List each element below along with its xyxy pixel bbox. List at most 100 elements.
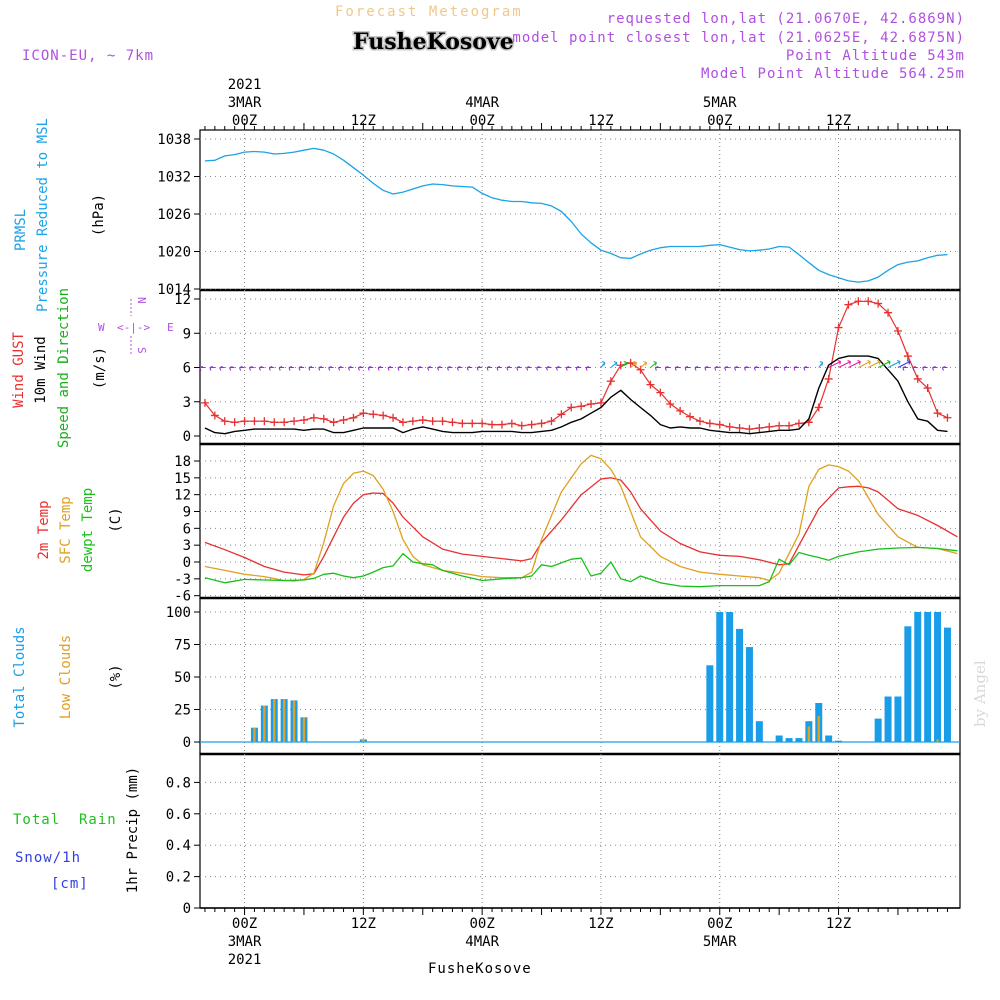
total-cloud-bar (884, 696, 892, 742)
compass-south: S (135, 347, 148, 354)
top-axis-label: 12Z (351, 113, 376, 129)
bottom-axis-label: 12Z (351, 916, 376, 932)
wind-gust-point (547, 417, 556, 426)
wind-gust-point (735, 424, 744, 433)
total-cloud-bar (775, 735, 783, 742)
wind-gust-point (299, 416, 308, 425)
wind-gust-point (725, 422, 734, 431)
wind-direction-arrow-icon (526, 365, 532, 371)
wind-gust-point (408, 417, 417, 426)
wind-gust-point (765, 422, 774, 431)
wind-gust-point (884, 308, 893, 317)
wind-direction-arrow-icon (476, 365, 483, 371)
wind-direction-arrow-icon (516, 365, 522, 371)
wind-gust-point (705, 419, 714, 428)
y-tick-label: 1038 (157, 132, 191, 148)
forecast-title: Forecast Meteogram (335, 4, 523, 20)
dewpt-label: dewpt Temp (80, 488, 96, 572)
bottom-axis-label: 12Z (588, 916, 613, 932)
wind-gust-point (606, 377, 615, 386)
wind-gust-point (715, 420, 724, 429)
wind-gust-point (329, 418, 338, 427)
location-title: FusheKosove (353, 29, 514, 55)
wind-gust-point (527, 420, 536, 429)
panel-frame-0 (199, 129, 961, 291)
wind-gust-point (230, 418, 239, 427)
wind-gust-point (240, 417, 249, 426)
y-tick-label: 50 (174, 670, 191, 686)
wind-direction-arrow-icon (417, 365, 423, 371)
y-tick-label: 0 (183, 555, 191, 571)
bottom-axis-label: 5MAR (703, 934, 737, 950)
y-tick-label: 9 (183, 505, 191, 521)
wind-gust-point (379, 411, 388, 420)
wind-gust-label: Wind GUST (11, 332, 27, 408)
wind-direction-arrow-icon (773, 365, 780, 371)
total-cloud-bar (894, 696, 902, 742)
total-cloud-bar (943, 627, 951, 742)
wind-direction-arrow-icon (496, 365, 502, 371)
wind-gust-point (339, 416, 348, 425)
total-cloud-bar (716, 612, 724, 742)
temp-unit: (C) (108, 507, 124, 532)
wind-direction-arrow-icon (887, 359, 901, 368)
wind-gust-point (537, 419, 546, 428)
wind-direction-arrow-icon (575, 365, 582, 371)
wind-gust-point (923, 384, 932, 393)
wind-gust-point (903, 352, 912, 361)
low-cloud-bar (282, 699, 286, 742)
wind-direction-arrow-icon (258, 365, 265, 371)
total-cloud-bar (736, 628, 744, 742)
wind-gust-point (458, 419, 467, 428)
y-tick-label: 100 (166, 605, 191, 621)
total-cloud-bar (755, 721, 763, 742)
wind-gust-point (686, 412, 695, 421)
snow-unit: [cm] (51, 876, 89, 892)
wind-direction-arrow-icon (308, 365, 314, 371)
watermark: by Angel (971, 660, 989, 727)
wind-gust-point (814, 403, 823, 412)
wind-direction-arrow-icon (377, 365, 384, 371)
wind-gust-point (834, 323, 843, 332)
wind-direction-arrow-icon (897, 359, 911, 368)
snow-label: Snow/1h (15, 850, 81, 866)
y-tick-label: 9 (183, 326, 191, 342)
wind-direction-arrow-icon (763, 365, 770, 371)
wind-gust-point (913, 374, 922, 383)
wind-direction-arrow-icon (387, 365, 394, 371)
total-cloud-bar (795, 738, 803, 742)
wind-direction-arrow-icon (427, 365, 433, 371)
top-axis-label: 00Z (707, 113, 732, 129)
wind-gust-point (210, 411, 219, 420)
wind-gust-point (497, 420, 506, 429)
wind-direction-arrow-icon (753, 365, 760, 371)
dewpt-temp-line (204, 546, 958, 588)
wind-gust-point (864, 297, 873, 306)
wind-direction-arrow-icon (620, 360, 628, 368)
wind-10m-label: 10m Wind (33, 336, 49, 403)
wind-gust-point (389, 413, 398, 422)
wind-gust-point (626, 358, 635, 367)
wind-direction-arrow-icon (407, 365, 413, 371)
wind-gust-point (507, 419, 516, 428)
total-cloud-bar (874, 718, 882, 742)
wind-direction-arrow-icon (288, 365, 295, 371)
footer-location: FusheKosove (428, 961, 532, 977)
wind-direction-arrow-icon (877, 359, 891, 368)
panel-frame-2 (199, 443, 961, 599)
compass-rose: W E <-|-> N S (98, 297, 174, 354)
wind-gust-point (280, 418, 289, 427)
wind-direction-arrow-icon (650, 360, 657, 368)
wind-direction-arrow-icon (941, 365, 948, 371)
wind-direction-arrow-icon (684, 365, 691, 371)
wind-gust-point (824, 374, 833, 383)
wind-direction-arrow-icon (209, 365, 215, 371)
wind-direction-arrow-icon (565, 365, 572, 371)
compass-arrows: <-|-> (117, 321, 150, 334)
wind-direction-arrow-icon (818, 360, 824, 368)
y-tick-label: 18 (174, 454, 191, 470)
y-tick-label: -3 (174, 572, 191, 588)
wind-direction-arrow-icon (545, 365, 552, 371)
wind-gust-point (488, 420, 497, 429)
